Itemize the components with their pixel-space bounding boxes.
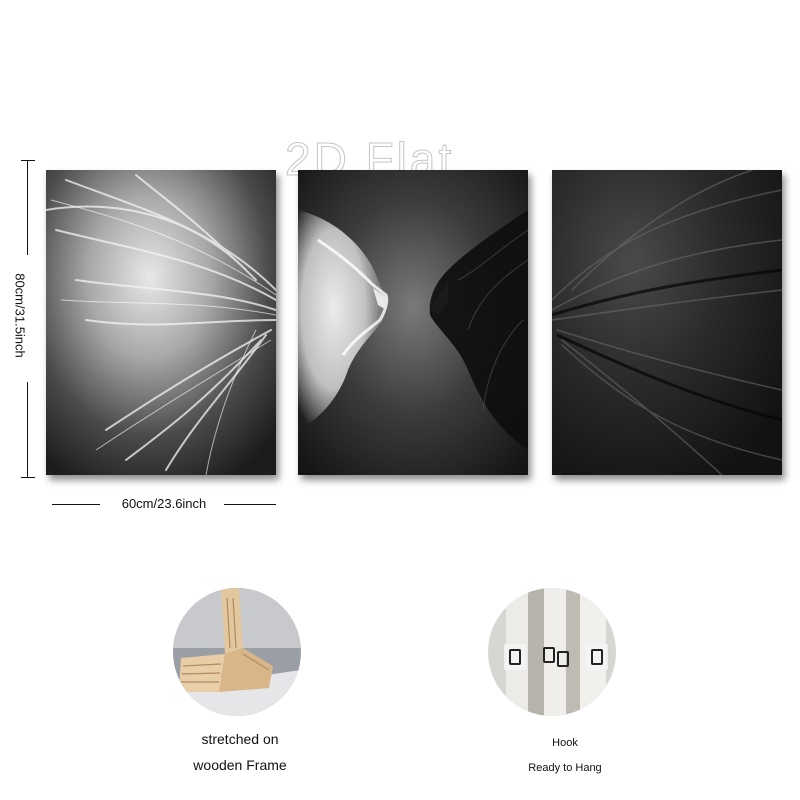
- canvas-panel-right: [552, 170, 782, 475]
- width-label: 60cm/23.6inch: [121, 496, 207, 511]
- white-wings-painting: [46, 170, 276, 475]
- dark-wings-painting: [552, 170, 782, 475]
- frame-caption-line1: stretched on: [201, 731, 279, 747]
- width-dimension-marker: [52, 494, 276, 514]
- hook-caption-line2: Ready to Hang: [528, 762, 602, 774]
- canvas-panel-left: [46, 170, 276, 475]
- eagles-facing-painting: [298, 170, 528, 475]
- height-dimension-marker: [18, 160, 38, 478]
- hook-caption-line1: Hook: [552, 737, 578, 749]
- wooden-frame-photo-icon: [173, 588, 301, 716]
- frame-caption-line2: wooden Frame: [193, 757, 287, 773]
- height-label: 80cm/31.5inch: [12, 273, 28, 358]
- hook-photo-icon: [488, 588, 616, 716]
- canvas-panel-middle: [298, 170, 528, 475]
